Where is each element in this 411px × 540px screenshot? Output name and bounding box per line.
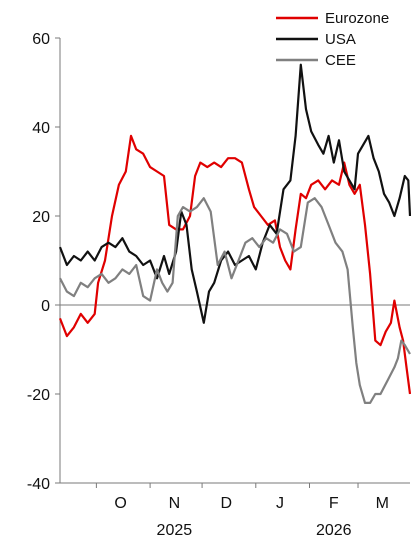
y-tick-label: -20: [27, 387, 50, 404]
x-tick-label: F: [329, 495, 339, 512]
x-year-label: 2026: [316, 522, 352, 539]
series-line-eurozone: [58, 134, 411, 395]
y-tick-label: 40: [32, 120, 50, 137]
x-tick-label: N: [169, 495, 181, 512]
legend-label: Eurozone: [325, 10, 389, 27]
y-tick-label: 20: [32, 209, 50, 226]
series-line-usa: [58, 63, 411, 324]
legend-label: USA: [325, 31, 356, 48]
y-tick-label: -40: [27, 476, 50, 493]
y-tick-label: 0: [41, 298, 50, 315]
x-tick-label: O: [114, 495, 126, 512]
series-line-cee: [59, 197, 411, 404]
x-tick-label: D: [221, 495, 233, 512]
x-year-label: 2025: [157, 522, 193, 539]
x-tick-label: M: [376, 495, 389, 512]
y-tick-label: 60: [32, 31, 50, 48]
x-tick-label: J: [276, 495, 284, 512]
legend-label: CEE: [325, 52, 356, 69]
